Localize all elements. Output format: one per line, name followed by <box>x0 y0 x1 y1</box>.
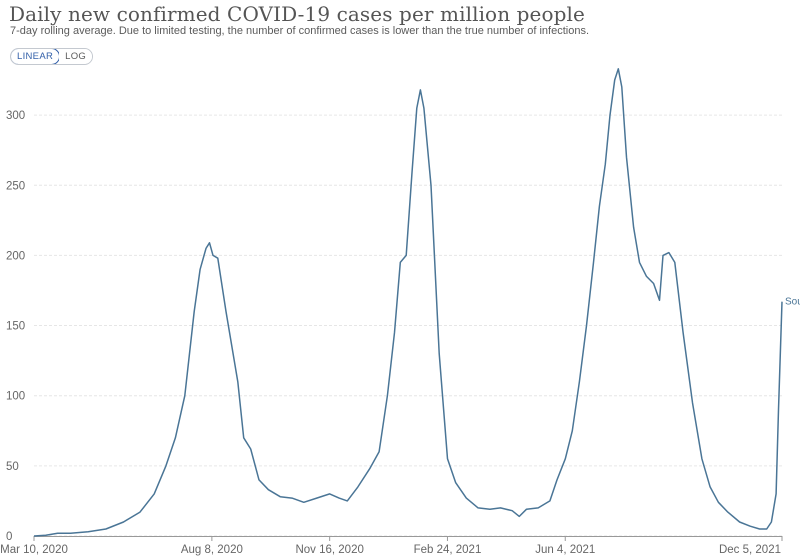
y-tick-label-0: 0 <box>6 531 12 543</box>
y-tick-label-150: 150 <box>6 321 25 333</box>
chart-title: Daily new confirmed COVID-19 cases per m… <box>9 2 585 26</box>
series-line-0 <box>33 68 783 537</box>
x-tick-label-5: Dec 5, 2021 <box>719 544 781 556</box>
x-tick-label-0: Mar 10, 2020 <box>0 544 68 556</box>
y-tick-label-300: 300 <box>6 110 25 122</box>
scale-toggle: LINEAR LOG <box>10 48 94 65</box>
series-layer: Sou <box>33 68 800 537</box>
y-tick-label-200: 200 <box>6 250 25 262</box>
x-tick-label-2: Nov 16, 2020 <box>295 544 363 556</box>
series-label-0: Sou <box>785 297 800 308</box>
y-tick-label-100: 100 <box>6 391 25 403</box>
x-tick-label-3: Feb 24, 2021 <box>414 544 482 556</box>
y-axis-ticks: 0 50 100 150 200 250 300 <box>6 110 25 543</box>
x-axis-ticks: Mar 10, 2020 Aug 8, 2020 Nov 16, 2020 Feb 2… <box>0 536 783 556</box>
chart-subtitle: 7-day rolling average. Due to limited te… <box>10 25 590 37</box>
log-scale-button[interactable]: LOG <box>59 49 93 64</box>
y-tick-label-250: 250 <box>6 180 25 192</box>
y-tick-label-50: 50 <box>6 461 19 473</box>
x-tick-label-4: Jun 4, 2021 <box>535 544 595 556</box>
x-tick-label-1: Aug 8, 2020 <box>181 544 243 556</box>
grid-layer <box>34 114 782 537</box>
